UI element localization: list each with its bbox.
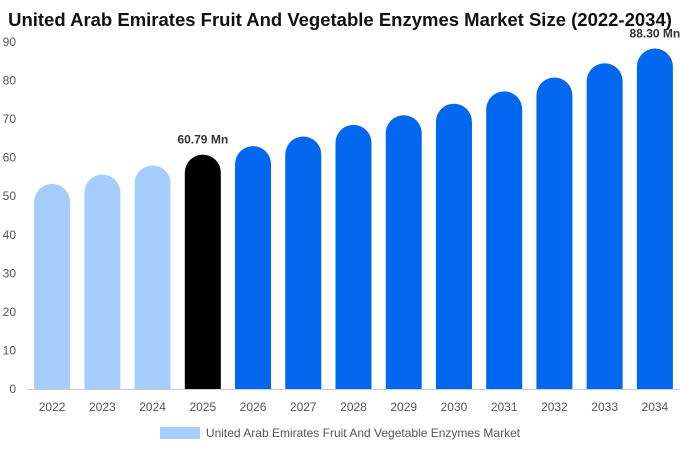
bar	[84, 174, 121, 389]
bar	[636, 48, 673, 389]
x-tick-label: 2033	[591, 400, 618, 414]
legend-swatch	[159, 427, 200, 439]
legend-label: United Arab Emirates Fruit And Vegetable…	[205, 426, 521, 440]
bar	[184, 154, 221, 389]
y-tick-label: 0	[9, 382, 16, 396]
bar	[134, 165, 171, 389]
bar	[385, 115, 422, 389]
x-tick-label: 2029	[390, 400, 417, 414]
legend: United Arab Emirates Fruit And Vegetable…	[0, 426, 680, 440]
bar	[335, 124, 372, 389]
x-tick-label: 2034	[642, 400, 669, 414]
bar	[235, 146, 272, 389]
y-tick-label: 70	[3, 112, 17, 126]
y-tick-label: 10	[3, 343, 17, 357]
chart-title: United Arab Emirates Fruit And Vegetable…	[8, 9, 672, 30]
bar	[285, 136, 322, 389]
data-label: 88.30 Mn	[630, 27, 680, 41]
x-tick-label: 2027	[290, 400, 317, 414]
x-tick-label: 2028	[340, 400, 367, 414]
bar	[536, 77, 573, 390]
y-tick-label: 40	[3, 228, 17, 242]
x-tick-label: 2026	[240, 400, 267, 414]
x-tick-label: 2023	[89, 400, 116, 414]
y-tick-label: 60	[3, 151, 17, 165]
y-tick-label: 50	[3, 189, 17, 203]
x-tick-label: 2022	[39, 400, 66, 414]
x-tick-label: 2024	[139, 400, 166, 414]
bar	[435, 103, 472, 389]
y-tick-label: 80	[3, 74, 17, 88]
bar	[586, 63, 623, 389]
x-tick-label: 2032	[541, 400, 568, 414]
x-tick-label: 2030	[441, 400, 468, 414]
bar	[34, 183, 71, 389]
x-tick-label: 2025	[189, 400, 216, 414]
y-tick-label: 20	[3, 305, 17, 319]
bar	[486, 91, 523, 390]
x-tick-label: 2031	[491, 400, 518, 414]
y-tick-label: 90	[3, 35, 17, 49]
y-tick-label: 30	[3, 266, 17, 280]
data-label: 60.79 Mn	[177, 133, 228, 147]
